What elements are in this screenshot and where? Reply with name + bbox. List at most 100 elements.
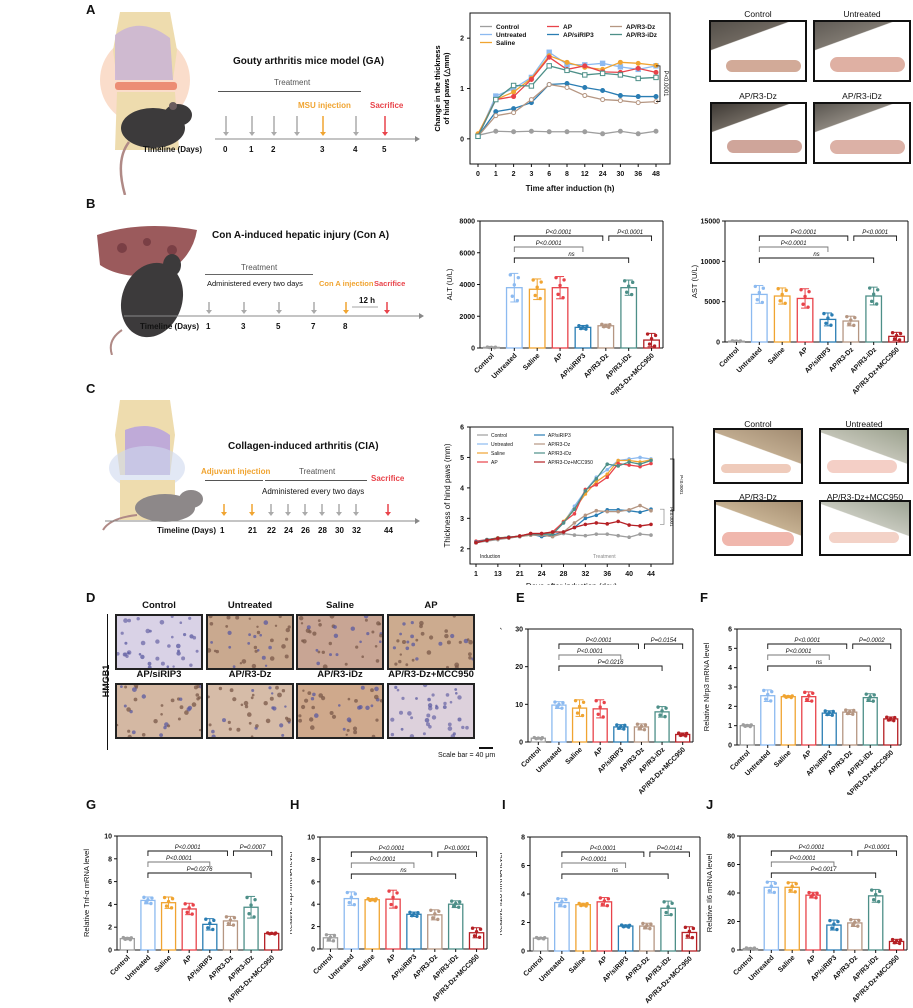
chart-f-data-point <box>827 710 831 715</box>
chart-i-bar <box>638 925 655 952</box>
chart-g-data-point <box>185 910 189 915</box>
chart-i-data-point <box>606 897 611 901</box>
chart-f-ytick-label: 4 <box>728 665 732 672</box>
ga-paw-photo-untreated <box>813 20 911 82</box>
chart-j-data-point <box>809 895 813 899</box>
chart-j-data-point <box>811 892 815 897</box>
chart-a-point <box>528 76 534 82</box>
ihc-image <box>115 683 203 739</box>
chart-g-data-point <box>128 937 133 942</box>
chart-h-ytick-label: 10 <box>307 835 315 842</box>
chart-h-xtick-label: AP <box>386 953 398 965</box>
chart-g-data-point <box>269 931 274 936</box>
chart-j-bar <box>784 886 800 951</box>
chart-f-ytick-label: 3 <box>728 685 732 692</box>
chart-g-data-point <box>191 903 195 907</box>
chart-i-bar <box>554 901 570 952</box>
chart-ast-data-point <box>898 331 903 336</box>
chart-h-data-point <box>470 926 475 930</box>
chart-a-xtick-label: 12 <box>581 171 589 178</box>
chart-alt-ytick-label: 2000 <box>459 314 475 321</box>
chart-alt-ytick-label: 4000 <box>459 282 475 289</box>
chart-e-data-point <box>598 705 602 709</box>
chart-e-significance-label: P=0.0154 <box>651 638 678 644</box>
chart-alt-ytick-label: 6000 <box>459 250 475 257</box>
chart-c-point <box>583 489 588 493</box>
chart-i-ytick-label: 6 <box>521 863 525 870</box>
chart-a-point <box>546 129 552 135</box>
chart-g-data-point <box>228 918 233 922</box>
ihc-label: AP <box>424 600 438 611</box>
cona-sacrifice-label: Sacrifice <box>374 279 406 288</box>
ga-day-0: 0 <box>223 145 228 154</box>
chart-h-significance-bracket <box>350 873 457 879</box>
chart-f-ylabel: Relative Nlrp3 mRNA level <box>703 642 711 731</box>
chart-i-data-point <box>685 934 690 938</box>
chart-f-data-point <box>893 715 897 720</box>
chart-a-legend-label: AP/R3-iDz <box>626 32 658 39</box>
chart-e-data-point <box>619 724 623 729</box>
chart-a-point <box>511 89 517 95</box>
chart-f-data-point <box>851 712 855 716</box>
chart-c-point <box>561 530 566 534</box>
chart-a-point <box>546 54 552 60</box>
chart-a-point <box>582 63 588 69</box>
chart-f-data-point <box>786 694 790 699</box>
chart-c-point <box>627 460 631 464</box>
cona-timeline-arrows <box>124 302 424 319</box>
chart-e-data-point <box>683 734 688 738</box>
chart-e-data-point <box>642 727 647 732</box>
chart-c-ytick-label: 5 <box>460 455 464 462</box>
chart-g-data-point <box>232 916 237 920</box>
chart-h-data-point <box>352 902 357 907</box>
chart-c-point <box>616 464 620 468</box>
chart-ast-ytick-label: 15000 <box>701 219 721 226</box>
chart-f-data-point <box>844 708 848 712</box>
chart-alt-data-point <box>539 280 543 284</box>
chart-alt-data-point <box>604 323 608 328</box>
chart-a-p-value: P<0.0001 <box>662 71 668 98</box>
chart-a-point <box>617 64 624 70</box>
chart-c-legend-label: AP/siRIP3 <box>548 433 571 439</box>
chart-alt-data-point <box>629 292 634 297</box>
chart-e-data-point <box>635 722 640 726</box>
chart-f-data-point <box>871 699 875 703</box>
ihc-scale-bar-label: Scale bar = 40 μm <box>438 752 496 759</box>
chart-f-bar <box>780 696 796 746</box>
chart-alt-significance-label: ns <box>568 252 574 258</box>
chart-j-data-point <box>836 919 840 924</box>
chart-c-point <box>594 513 599 518</box>
chart-j-data-point <box>851 923 855 927</box>
chart-h-data-point <box>349 895 354 899</box>
chart-c-point <box>572 533 577 537</box>
chart-ast-data-point <box>892 337 897 341</box>
chart-g-ytick-label: 6 <box>108 879 112 886</box>
chart-c-point <box>605 467 610 472</box>
chart-alt-significance-bracket <box>513 246 584 252</box>
chart-c-induction-label: Induction <box>480 554 501 560</box>
chart-g-ytick-label: 10 <box>104 834 112 841</box>
chart-a-point <box>511 94 517 100</box>
cona-arrow-0-head <box>206 310 212 314</box>
chart-a-point <box>582 93 588 99</box>
cia-arrow-5-head <box>319 512 325 516</box>
chart-j-data-point <box>786 881 790 885</box>
chart-e-data-point <box>643 723 648 727</box>
chart-h-bar <box>447 903 464 950</box>
ihc-image <box>296 614 384 670</box>
ga-treatment-line <box>218 91 361 92</box>
chart-a-legend-label: Untreated <box>496 32 526 39</box>
chart-a-point <box>564 67 570 74</box>
chart-ast-data-point <box>826 316 830 320</box>
chart-c-xtick-label: 21 <box>516 571 524 578</box>
chart-j-data-point <box>876 899 881 904</box>
chart-ast-data-point <box>760 300 765 305</box>
chart-a-legend-label: Control <box>496 24 519 31</box>
chart-g-data-point <box>224 915 229 919</box>
chart-c-legend-label: Untreated <box>491 442 513 448</box>
chart-j-data-point <box>894 939 899 943</box>
chart-j-data-point <box>748 946 753 951</box>
